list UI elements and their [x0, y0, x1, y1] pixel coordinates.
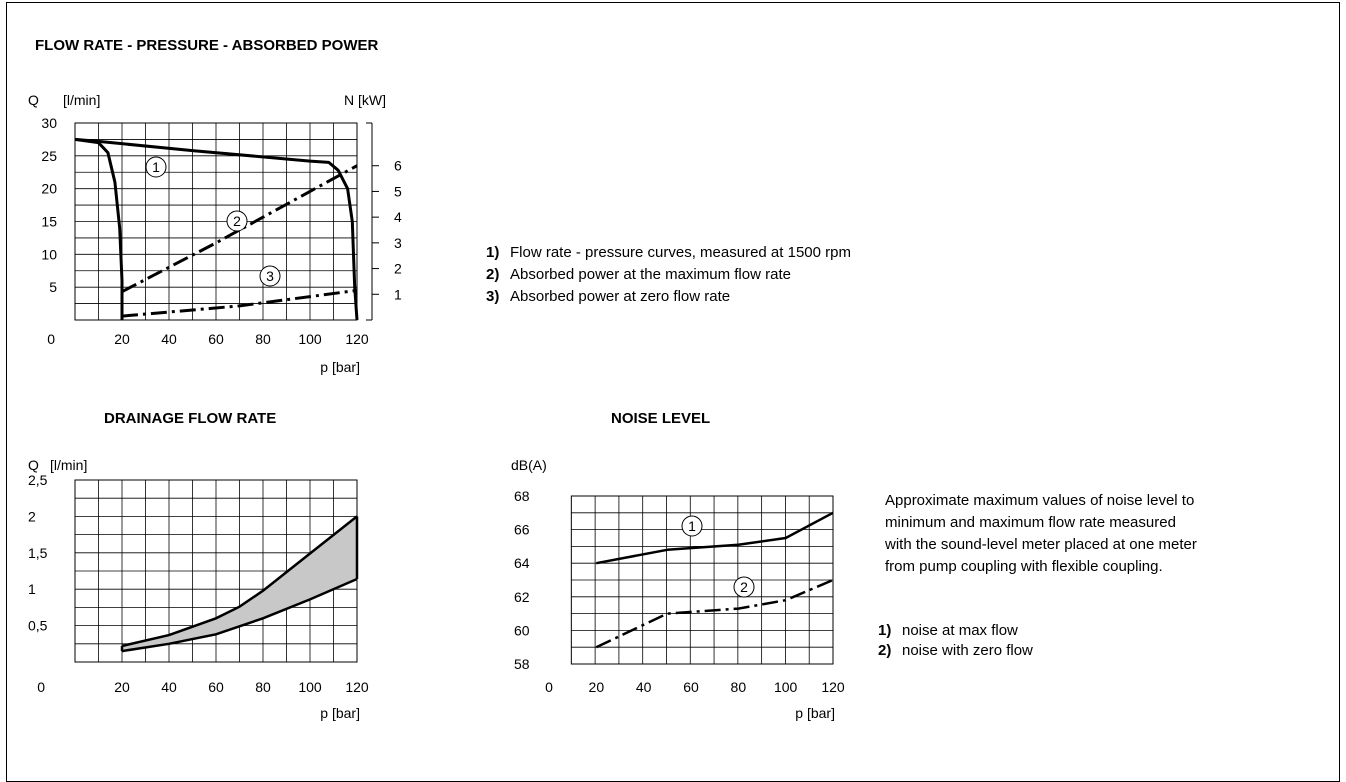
drain-y-tick-label: 1 — [28, 581, 36, 597]
flow-y2-tick-label: 4 — [394, 209, 402, 225]
flow-curve-label-2-text: 2 — [233, 213, 241, 229]
flow-y-tick-label: 30 — [41, 115, 57, 131]
noise-y-tick-label: 62 — [514, 589, 530, 605]
drain-y-tick-label: 2 — [28, 508, 36, 524]
flow-curve-label-1-text: 1 — [152, 159, 160, 175]
flow-x-tick-label: 80 — [255, 331, 271, 347]
noise-y-tick-label: 58 — [514, 656, 530, 672]
flow-x-tick-label: 20 — [114, 331, 130, 347]
flow-x-tick-label: 40 — [161, 331, 177, 347]
noise-y-tick-label: 66 — [514, 522, 530, 538]
main-legend-item: 3) Absorbed power at zero flow rate — [486, 288, 851, 310]
legend-text: Flow rate - pressure curves, measured at… — [510, 244, 851, 261]
noise-x-tick-label: 100 — [774, 679, 798, 695]
drain-upper-line — [121, 515, 358, 648]
flow-x-tick-label: 100 — [298, 331, 322, 347]
drain-x-tick-label: 0 — [37, 679, 45, 695]
legend-num: 2) — [878, 642, 892, 659]
flow-y-tick-label: 5 — [49, 279, 57, 295]
flow-y2-tick-label: 1 — [394, 286, 402, 302]
drain-ylabel-unit: [l/min] — [50, 457, 87, 473]
main-legend-item: 2) Absorbed power at the maximum flow rat… — [486, 266, 851, 288]
flow-curve-label-1 — [145, 156, 167, 178]
flow-x-tick-label: 120 — [345, 331, 369, 347]
drain-y-tick-label: 0,5 — [28, 618, 48, 634]
legend-text: noise at max flow — [902, 622, 1018, 639]
flow-curve-label-3-text: 3 — [266, 268, 274, 284]
flow-ylabel-unit: [l/min] — [63, 92, 100, 108]
noise-curve-label-2 — [733, 576, 755, 598]
main-legend: 1) Flow rate - pressure curves, measured … — [486, 244, 851, 310]
drain-x-tick-label: 120 — [345, 679, 369, 695]
legend-num: 1) — [486, 244, 500, 261]
drain-x-tick-label: 80 — [255, 679, 271, 695]
noise-x-tick-label: 60 — [683, 679, 699, 695]
noise-series-1-line — [596, 511, 834, 565]
flow-y2label: N [kW] — [344, 92, 386, 108]
noise-xlabel: p [bar] — [795, 705, 835, 721]
noise-curve-label-1 — [681, 515, 703, 537]
flow-y2-tick-label: 2 — [394, 261, 402, 277]
noise-x-tick-label: 40 — [636, 679, 652, 695]
drain-y-tick-label: 2,5 — [28, 472, 48, 488]
drain-x-tick-label: 100 — [298, 679, 322, 695]
flow-y-tick-label: 20 — [41, 181, 57, 197]
flow-curve-label-2 — [226, 210, 248, 232]
legend-num: 3) — [486, 288, 500, 305]
noise-description-line: from pump coupling with flexible couplin… — [885, 558, 1163, 575]
flow-xlabel: p [bar] — [320, 359, 360, 375]
flow-y-tick-label: 10 — [41, 246, 57, 262]
main-legend-item: 1) Flow rate - pressure curves, measured … — [486, 244, 851, 266]
flow-y-tick-label: 15 — [41, 214, 57, 230]
noise-legend: 1) noise at max flow 2) noise with zero fl… — [878, 622, 1033, 662]
flow-series-2-line — [121, 164, 358, 294]
flow-y2-tick-label: 3 — [394, 235, 402, 251]
noise-ylabel: dB(A) — [511, 457, 547, 473]
flow-series-1-line — [74, 137, 359, 321]
noise-description-line: with the sound-level meter placed at one… — [885, 536, 1197, 553]
legend-text: noise with zero flow — [902, 642, 1033, 659]
noise-description: Approximate maximum values of noise leve… — [885, 490, 1197, 578]
flow-ylabel-symbol: Q — [28, 92, 39, 108]
drain-ylabel-symbol: Q — [28, 457, 39, 473]
noise-x-tick-label: 80 — [731, 679, 747, 695]
legend-num: 1) — [878, 622, 892, 639]
noise-curve-label-1-text: 1 — [688, 518, 696, 534]
drain-xlabel: p [bar] — [320, 705, 360, 721]
noise-description-line: minimum and maximum flow rate measured — [885, 514, 1176, 531]
noise-y-tick-label: 68 — [514, 488, 530, 504]
drain-x-tick-label: 40 — [161, 679, 177, 695]
flow-series-3-line — [121, 288, 358, 318]
drainage-chart-title: DRAINAGE FLOW RATE — [104, 410, 277, 427]
flow-x-tick-label: 0 — [47, 331, 55, 347]
flow-curve-label-3 — [259, 265, 281, 287]
noise-chart-title: NOISE LEVEL — [611, 410, 711, 427]
noise-legend-item: 1) noise at max flow — [878, 622, 1033, 642]
flow-y-tick-label: 25 — [41, 148, 57, 164]
legend-num: 2) — [486, 266, 500, 283]
noise-x-tick-label: 0 — [545, 679, 553, 695]
drain-y-tick-label: 1,5 — [28, 545, 48, 561]
noise-series-2-line — [595, 578, 834, 649]
noise-y-tick-label: 64 — [514, 555, 530, 571]
noise-description-line: Approximate maximum values of noise leve… — [885, 492, 1195, 509]
main-chart-title: FLOW RATE - PRESSURE - ABSORBED POWER — [35, 37, 379, 54]
drain-lower-line — [121, 577, 358, 653]
noise-x-tick-label: 20 — [589, 679, 605, 695]
noise-curve-label-2-text: 2 — [740, 579, 748, 595]
drain-x-tick-label: 60 — [208, 679, 224, 695]
drain-area-fill — [122, 516, 357, 652]
legend-text: Absorbed power at zero flow rate — [510, 288, 731, 305]
noise-legend-item: 2) noise with zero flow — [878, 642, 1033, 662]
drain-x-tick-label: 20 — [114, 679, 130, 695]
flow-series-1-line — [74, 137, 124, 320]
noise-x-tick-label: 120 — [821, 679, 845, 695]
noise-y-tick-label: 60 — [514, 622, 530, 638]
legend-text: Absorbed power at the maximum flow rate — [510, 266, 791, 283]
flow-y2-tick-label: 6 — [394, 158, 402, 174]
flow-y2-tick-label: 5 — [394, 183, 402, 199]
flow-x-tick-label: 60 — [208, 331, 224, 347]
